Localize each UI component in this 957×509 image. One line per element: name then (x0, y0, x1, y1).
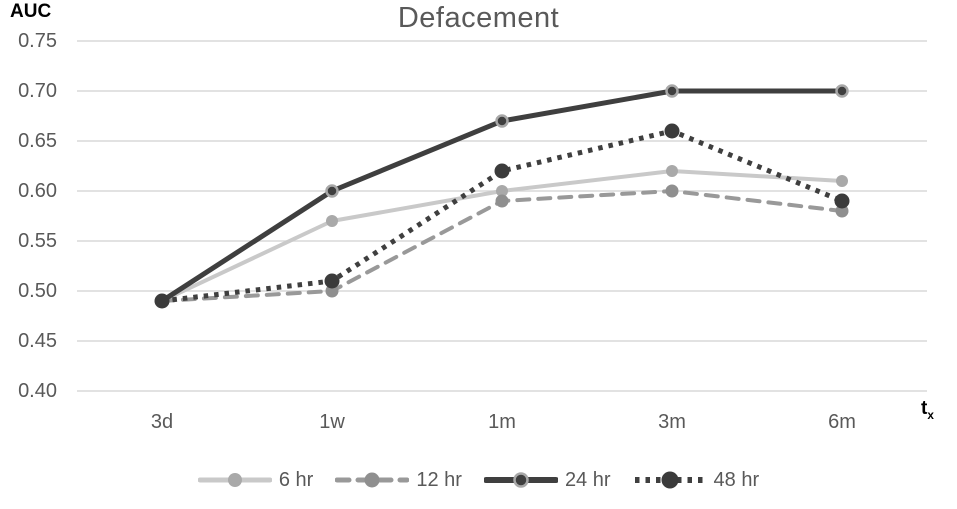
data-point-48-hr (494, 163, 510, 179)
data-point-12-hr (665, 184, 679, 198)
y-tick-label: 0.45 (18, 330, 57, 352)
data-point-24-hr (325, 184, 339, 198)
chart-title: Defacement (397, 2, 560, 34)
y-axis-title: AUC (10, 1, 52, 22)
data-point-48-hr (154, 293, 170, 309)
x-axis-title-main: t (921, 398, 928, 419)
legend-item-48-hr: 48 hr (633, 468, 760, 492)
y-tick-label: 0.65 (18, 130, 57, 152)
series-line-48-hr (161, 128, 843, 304)
data-point-24-hr (495, 114, 509, 128)
data-point-48-hr (664, 123, 680, 139)
y-tick-label: 0.55 (18, 230, 57, 252)
data-point-24-hr (665, 84, 679, 98)
y-tick-label: 0.60 (18, 180, 57, 202)
y-tick-label: 0.40 (18, 380, 57, 402)
legend-swatch (197, 473, 272, 487)
data-point-6-hr (836, 175, 848, 187)
legend-label: 12 hr (416, 468, 462, 491)
data-point-12-hr (495, 194, 509, 208)
x-axis-title-sub: x (927, 408, 934, 422)
y-tick-label: 0.50 (18, 280, 57, 302)
y-tick-label: 0.70 (18, 80, 57, 102)
x-tick-label: 6m (828, 411, 856, 433)
legend-item-12-hr: 12 hr (335, 468, 462, 492)
x-tick-label: 1w (319, 411, 345, 433)
y-tick-label: 0.75 (18, 30, 57, 52)
x-tick-label: 3d (150, 411, 174, 433)
legend-swatch (634, 471, 705, 489)
legend-swatch (335, 472, 410, 488)
legend-label: 48 hr (713, 468, 760, 491)
data-point-24-hr (835, 84, 849, 98)
data-point-48-hr (324, 273, 340, 289)
legend: 6 hr 12 hr 24 hr 48 hr (0, 463, 957, 497)
data-point-48-hr (834, 193, 850, 209)
x-tick-label: 1m (488, 411, 516, 433)
legend-swatch (483, 472, 558, 488)
data-point-6-hr (326, 215, 338, 227)
legend-label: 24 hr (564, 468, 611, 491)
legend-item-24-hr: 24 hr (483, 468, 611, 492)
x-tick-label: 3m (658, 411, 686, 433)
x-axis-title: tx (921, 398, 934, 422)
data-point-6-hr (496, 185, 508, 197)
legend-label: 6 hr (278, 468, 314, 491)
data-point-6-hr (666, 165, 678, 177)
legend-item-6-hr: 6 hr (197, 468, 314, 492)
